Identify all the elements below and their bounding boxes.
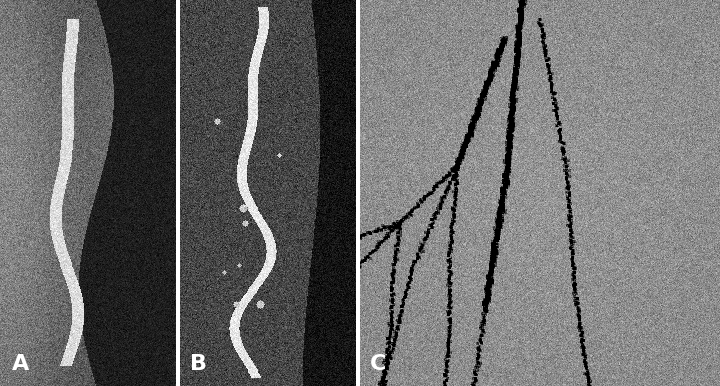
Text: A: A: [12, 354, 30, 374]
Text: B: B: [190, 354, 207, 374]
Text: C: C: [370, 354, 387, 374]
